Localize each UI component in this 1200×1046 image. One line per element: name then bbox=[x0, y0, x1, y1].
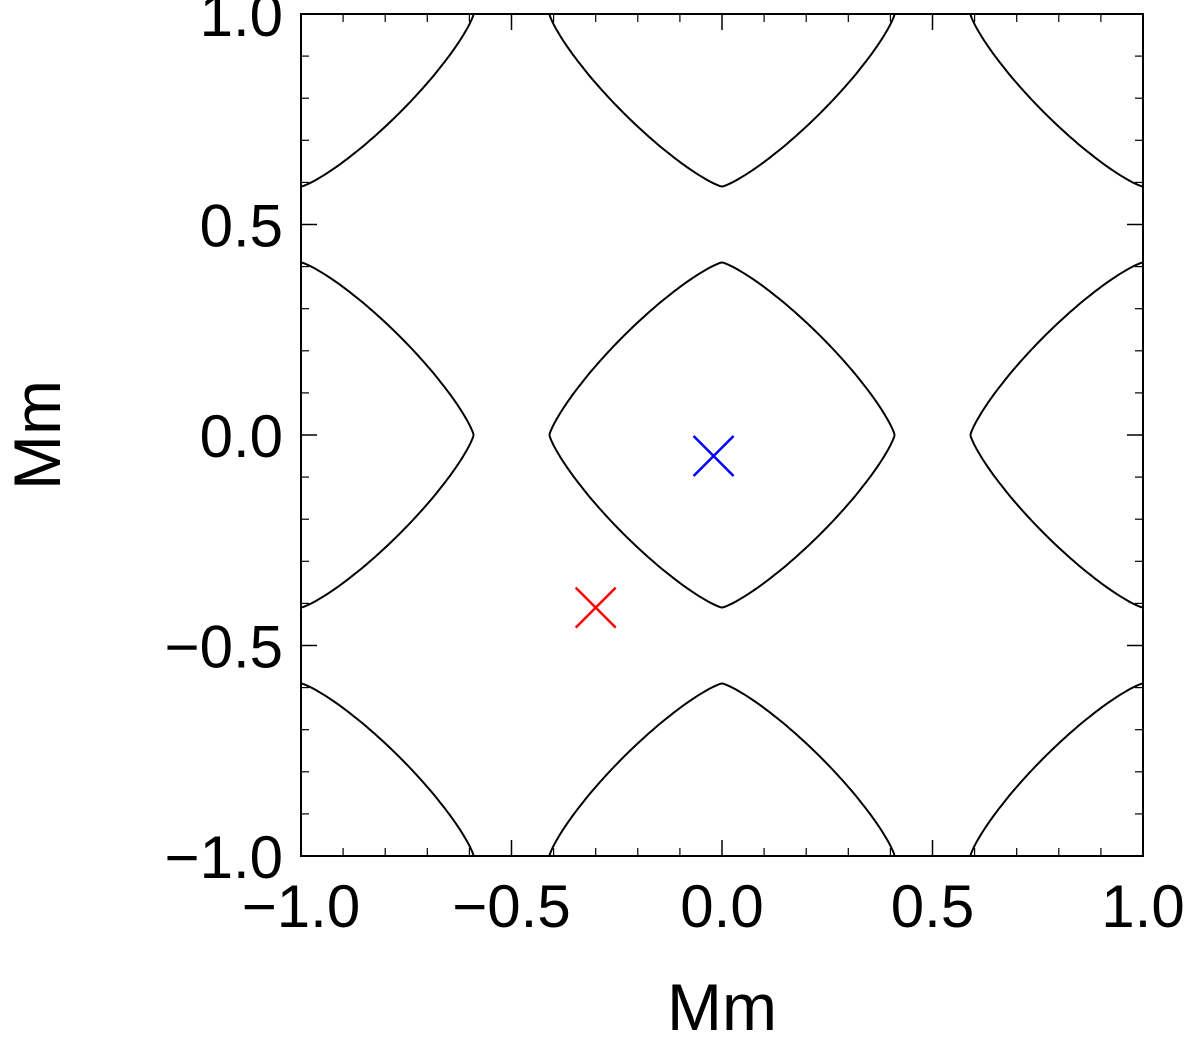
contour-line bbox=[970, 14, 972, 15]
contour-line bbox=[721, 14, 896, 188]
contour-lines bbox=[301, 0, 1200, 856]
y-tick-label: 1.0 bbox=[200, 0, 283, 49]
contour-line bbox=[721, 682, 896, 856]
contour-line bbox=[301, 682, 475, 856]
x-tick-label: 0.0 bbox=[680, 873, 763, 940]
contour-line bbox=[893, 14, 895, 15]
contour-line bbox=[1142, 185, 1143, 187]
y-tick-labels: −1.0 −0.5 0.0 0.5 1.0 bbox=[165, 0, 283, 891]
contour-line bbox=[969, 261, 1143, 436]
marker-x bbox=[692, 435, 735, 477]
contour-line bbox=[721, 434, 896, 609]
contour-line bbox=[548, 261, 723, 436]
plot-frame bbox=[300, 13, 1144, 857]
contour-line bbox=[549, 14, 551, 15]
contour-line bbox=[548, 14, 723, 188]
marker-x bbox=[574, 586, 617, 629]
contour-line bbox=[301, 261, 475, 436]
markers bbox=[574, 435, 735, 629]
contour-line bbox=[1142, 262, 1143, 264]
y-axis-label: Mm bbox=[0, 380, 74, 490]
contour-line bbox=[548, 682, 723, 856]
contour-line bbox=[1142, 606, 1143, 608]
minor-ticks bbox=[301, 14, 1143, 856]
x-tick-label: −0.5 bbox=[452, 873, 570, 940]
x-axis-label: Mm bbox=[667, 970, 777, 1044]
x-tick-label: −1.0 bbox=[242, 873, 360, 940]
y-tick-label: 0.5 bbox=[200, 193, 283, 260]
contour-line bbox=[472, 14, 474, 15]
x-tick-label: 1.0 bbox=[1101, 873, 1184, 940]
y-tick-label: −1.0 bbox=[165, 824, 283, 891]
x-tick-label: 0.5 bbox=[891, 873, 974, 940]
contour-line bbox=[969, 682, 1143, 856]
contour-line bbox=[548, 434, 723, 609]
contour-line bbox=[301, 14, 475, 188]
x-tick-labels: −1.0 −0.5 0.0 0.5 1.0 bbox=[242, 873, 1185, 940]
contour-line bbox=[1142, 683, 1143, 685]
y-tick-label: −0.5 bbox=[165, 614, 283, 681]
contour-line bbox=[1143, 0, 1200, 14]
major-ticks bbox=[300, 13, 1144, 857]
contour-line bbox=[969, 14, 1143, 188]
contour-line bbox=[969, 434, 1143, 609]
y-tick-label: 0.0 bbox=[200, 403, 283, 470]
contour-line bbox=[721, 261, 896, 436]
contour-line bbox=[301, 434, 475, 609]
